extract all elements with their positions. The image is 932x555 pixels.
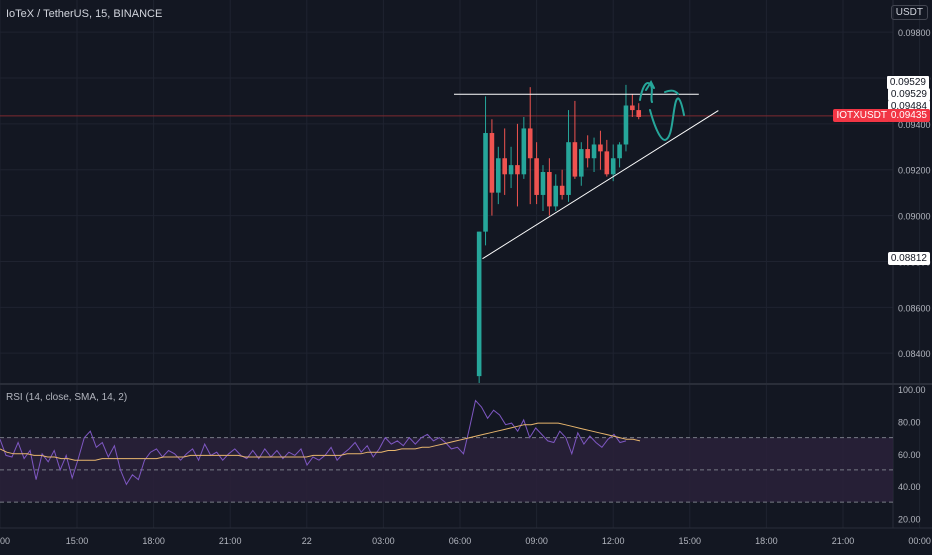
candle-body: [489, 133, 495, 193]
price-label-badge: 0.09529: [887, 87, 930, 101]
time-axis-tick: 09:00: [525, 536, 548, 546]
time-axis-tick: 03:00: [372, 536, 395, 546]
candle-body: [502, 158, 507, 175]
candle-body: [566, 142, 571, 195]
candle-body: [598, 144, 603, 152]
price-axis-tick: 0.08400: [898, 349, 931, 359]
candle-body: [623, 105, 629, 145]
rsi-axis-tick: 40.00: [898, 482, 921, 492]
rsi-line: [0, 399, 627, 486]
time-axis-tick: 21:00: [219, 536, 242, 546]
candle-body: [636, 110, 642, 117]
time-axis-tick: 2:00: [0, 536, 10, 546]
rsi-axis-tick: 80.00: [898, 418, 921, 428]
candle-body: [604, 151, 610, 175]
candle-body: [515, 165, 520, 175]
price-label-badge: 0.08812: [887, 252, 930, 266]
candle-body: [496, 158, 501, 193]
time-axis-tick: 06:00: [449, 536, 472, 546]
axes-layer: 0.098000.096000.094000.092000.090000.088…: [0, 28, 931, 546]
candle-body: [476, 231, 482, 377]
rsi-sma-line: [0, 422, 641, 461]
rsi-axis-tick: 60.00: [898, 450, 921, 460]
price-label-badge: 0.09435: [887, 109, 930, 123]
candles-layer: [476, 84, 642, 383]
support-trendline: [482, 110, 719, 260]
projection-arrow-drawing: [639, 79, 685, 142]
candle-body: [630, 105, 635, 111]
candle-body: [591, 144, 597, 159]
candle-body: [521, 128, 527, 175]
time-axis-tick: 22: [302, 536, 312, 546]
time-axis-tick: 12:00: [602, 536, 625, 546]
candle-body: [508, 165, 514, 175]
rsi-layer: [0, 399, 893, 503]
price-axis-tick: 0.09800: [898, 28, 931, 38]
currency-unit-button[interactable]: USDT: [890, 5, 928, 20]
candle-body: [540, 172, 546, 195]
time-axis-tick: 18:00: [755, 536, 778, 546]
time-axis-tick: 18:00: [142, 536, 165, 546]
price-axis-tick: 0.09200: [898, 166, 931, 176]
candle-body: [585, 149, 590, 159]
candle-body: [527, 128, 533, 159]
candle-body: [578, 149, 584, 177]
candle-body: [553, 185, 559, 207]
rsi-indicator-title[interactable]: RSI (14, close, SMA, 14, 2): [6, 392, 128, 403]
candle-body: [547, 172, 552, 207]
candle-body: [617, 144, 622, 159]
candle-body: [610, 158, 616, 175]
candle-body: [559, 185, 565, 195]
candle-body: [534, 158, 539, 195]
drawings-layer: [454, 79, 719, 260]
candle-body: [483, 133, 488, 232]
time-axis-tick: 21:00: [832, 536, 855, 546]
symbol-title: IoTeX / TetherUS, 15, BINANCE: [6, 8, 163, 20]
price-axis-tick: 0.08600: [898, 303, 931, 313]
rsi-axis-tick: 20.00: [898, 514, 921, 524]
time-axis-tick: 00:00: [908, 536, 931, 546]
rsi-axis-tick: 100.00: [898, 385, 926, 395]
time-axis-tick: 15:00: [66, 536, 89, 546]
price-axis-tick: 0.09400: [898, 120, 931, 130]
price-label-badge: IOTXUSDT: [833, 109, 890, 123]
time-axis-tick: 15:00: [679, 536, 702, 546]
candle-body: [572, 142, 578, 177]
price-axis-tick: 0.09000: [898, 212, 931, 222]
